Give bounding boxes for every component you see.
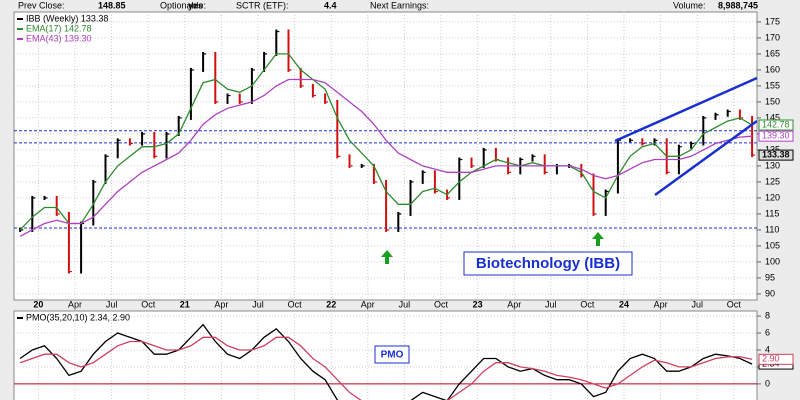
y-tick-label: 120 — [765, 192, 780, 202]
x-tick-label: 21 — [180, 299, 190, 309]
header-label: Next Earnings: — [370, 0, 429, 10]
x-tick-label: Oct — [141, 299, 156, 309]
x-tick-label: Apr — [507, 299, 521, 309]
legend-entry: PMO(35,20,10) 2.34, 2.90 — [26, 312, 130, 322]
legend-entry: EMA(17) 142.78 — [26, 23, 92, 33]
trend-line — [614, 76, 758, 143]
x-tick-label: Jul — [691, 299, 703, 309]
x-tick-label: Apr — [361, 299, 375, 309]
value-box — [758, 130, 794, 142]
x-tick-label: Jul — [399, 299, 411, 309]
y-tick-label: 135 — [765, 144, 780, 154]
arrow — [592, 232, 604, 246]
y-tick-label: 4 — [765, 344, 770, 354]
y-tick-label: 0 — [765, 378, 770, 388]
header-value: yes — [188, 0, 203, 10]
x-tick-label: Jul — [106, 299, 118, 309]
value-label: 2.90 — [762, 354, 780, 364]
x-tick-label: Oct — [288, 299, 303, 309]
x-tick-label: Jul — [252, 299, 264, 309]
x-tick-label: Apr — [654, 299, 668, 309]
x-tick-label: Apr — [214, 299, 228, 309]
y-tick-label: 170 — [765, 32, 780, 42]
header-value: 4.4 — [324, 0, 337, 10]
trend-line — [654, 119, 758, 197]
y-tick-label: 130 — [765, 160, 780, 170]
header-label: Volume: — [673, 0, 706, 10]
y-tick-label: 90 — [765, 288, 775, 298]
y-tick-label: 100 — [765, 256, 780, 266]
header-label: Prev Close: — [18, 0, 65, 10]
x-tick-label: 23 — [473, 299, 483, 309]
arrow — [381, 250, 393, 264]
series-line — [19, 78, 753, 237]
y-tick-label: 95 — [765, 272, 775, 282]
y-tick-label: 155 — [765, 80, 780, 90]
value-box — [758, 119, 794, 131]
y-tick-label: 125 — [765, 176, 780, 186]
y-tick-label: 115 — [765, 208, 779, 218]
annotation: Biotechnology (IBB) — [476, 255, 620, 272]
y-tick-label: 175 — [765, 16, 780, 26]
pmo-label: PMO — [381, 350, 404, 361]
x-tick-label: Jul — [545, 299, 557, 309]
series-line — [19, 336, 753, 400]
header-value: 8,988,745 — [718, 0, 758, 10]
annotation-box — [463, 251, 633, 276]
legend-entry: IBB (Weekly) 133.38 — [26, 13, 108, 23]
y-tick-label: 110 — [765, 224, 779, 234]
header-label: SCTR (ETF): — [236, 0, 289, 10]
legend-entry: EMA(43) 139.30 — [26, 33, 92, 43]
x-tick-label: 22 — [326, 299, 336, 309]
value-box — [758, 353, 794, 365]
y-tick-label: 165 — [765, 48, 780, 58]
header-label: Optionable: — [160, 0, 206, 10]
x-tick-label: Apr — [68, 299, 82, 309]
y-tick-label: 160 — [765, 64, 780, 74]
value-label: 142.78 — [762, 119, 790, 129]
y-tick-label: 105 — [765, 240, 780, 250]
x-tick-label: Oct — [434, 299, 449, 309]
value-label: 139.30 — [762, 131, 790, 141]
x-tick-label: Oct — [580, 299, 595, 309]
y-tick-label: 150 — [765, 96, 780, 106]
y-tick-label: 6 — [765, 327, 770, 337]
header-value: 148.85 — [98, 0, 126, 10]
series-line — [19, 53, 753, 231]
y-tick-label: 8 — [765, 310, 770, 320]
pmo-label-box — [374, 345, 410, 364]
pmo-plot — [14, 311, 757, 400]
value-box — [758, 149, 794, 161]
value-label: 133.38 — [762, 149, 790, 159]
x-tick-label: Oct — [727, 299, 742, 309]
y-tick-label: 145 — [765, 112, 780, 122]
x-tick-label: 24 — [619, 299, 629, 309]
overlay: Biotechnology (IBB) PMO — [374, 76, 758, 364]
x-tick-label: 20 — [33, 299, 43, 309]
